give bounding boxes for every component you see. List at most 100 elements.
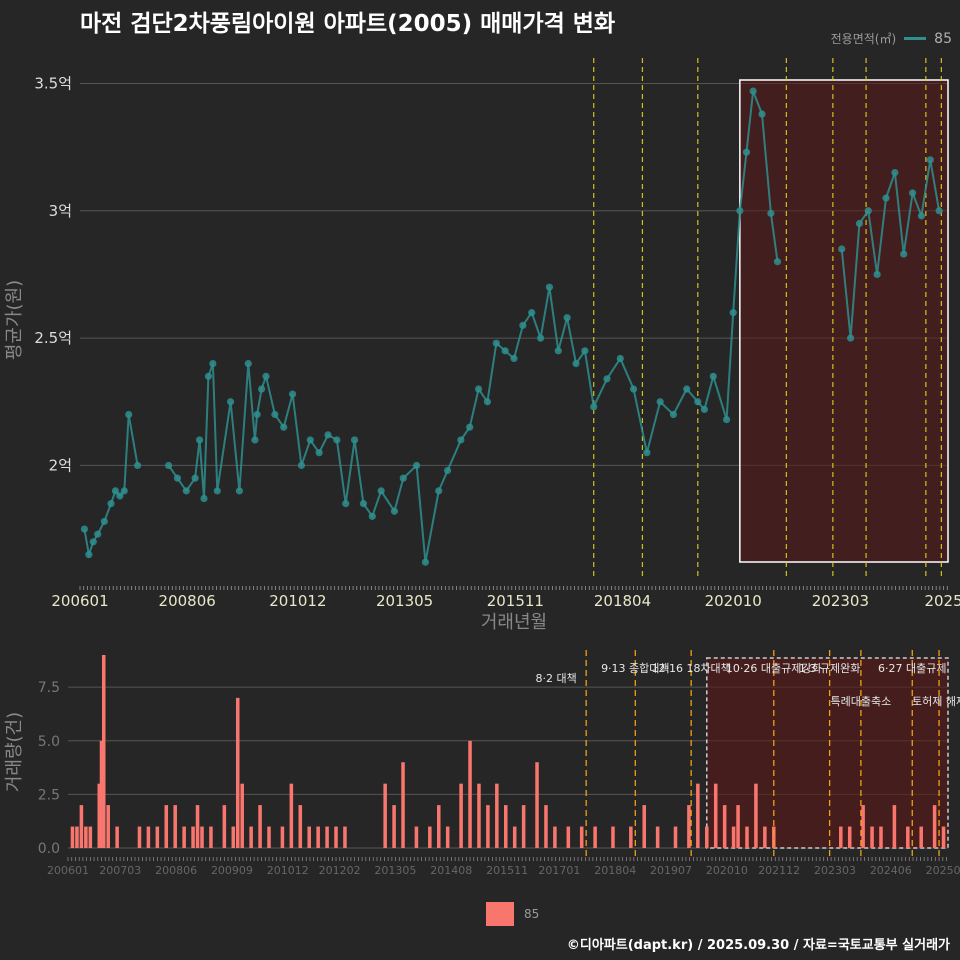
volume-bar [79,805,84,848]
volume-bar [173,805,177,848]
volume-bar [593,826,597,848]
volume-bar [713,783,718,848]
bottom-x-tick-label: 201804 [594,864,636,877]
top-y-axis-title: 평균가(원) [4,280,25,360]
volume-bar [919,826,923,848]
bottom-x-tick-label: 201305 [374,864,416,877]
volume-bar [231,826,236,848]
price-point [107,500,115,508]
bottom-x-tick-label: 200806 [155,864,197,877]
price-point [891,168,899,177]
price-point [864,207,872,215]
price-point [280,423,288,431]
volume-bar [932,805,937,848]
bottom-x-tick-label: 201408 [430,864,472,877]
volume-bar [195,805,200,848]
price-point [133,461,142,470]
volume-bar [280,826,285,848]
volume-bar [544,805,548,848]
price-point [253,410,261,419]
volume-bar [325,826,329,848]
legend-top: 전용면적(㎡) 85 [831,30,952,47]
price-point [873,270,881,279]
bottom-y-tick-label: 2.5 [38,787,60,803]
volume-bar [383,783,387,848]
price-point [315,449,323,457]
price-point [235,487,244,495]
volume-bar [106,805,110,848]
price-point [855,219,864,228]
price-point [709,372,717,380]
volume-bar [164,805,169,848]
price-point [262,372,270,380]
bottom-x-tick-label: 201511 [486,864,528,877]
price-point [581,347,589,355]
volume-bar [182,826,186,848]
price-point [85,550,93,559]
top-x-tick-label: 200601 [51,592,108,610]
volume-bar [222,805,227,848]
policy-event-label: 9·13 종합대책 [601,662,669,675]
volume-bar [445,826,450,848]
price-point [616,354,624,363]
policy-event-label: 6·27 대출규제 [878,662,946,675]
volume-bar [754,783,758,848]
bottom-x-tick-label: 201907 [650,864,692,877]
price-point [244,359,252,368]
price-point [882,194,890,202]
price-point [563,314,571,322]
bottom-x-tick-label: 202303 [814,864,856,877]
top-y-tick-label: 2억 [49,456,72,474]
price-point [528,309,536,317]
volume-bar [84,826,88,848]
price-point [572,359,580,368]
price-point [390,507,399,515]
volume-bar [97,783,102,848]
legend-title: 전용면적(㎡) [830,32,897,46]
volume-bar [414,826,419,848]
price-point [629,385,638,393]
volume-bar [191,826,195,848]
policy-event-label: 12·16 18차대책 [651,662,730,675]
bottom-x-tick-label: 200601 [47,864,89,877]
bottom-y-tick-label: 5.0 [38,734,60,750]
price-point [749,87,757,95]
policy-event-label: 특례대출축소 [831,695,892,708]
volume-bar [258,805,262,848]
price-point [669,410,678,419]
volume-bar [512,826,517,848]
volume-bar [436,805,441,848]
volume-bar [611,826,615,848]
price-point [722,415,731,424]
top-highlight-box [739,79,949,563]
legend-bottom: 85 [486,902,539,926]
price-point [926,156,934,164]
price-point [251,436,259,444]
volume-bar [696,783,700,848]
price-point [483,398,492,406]
price-point [399,474,407,482]
volume-bar [75,826,79,848]
volume-bar [892,805,897,848]
bottom-x-tick-label: 201012 [267,864,309,877]
volume-bar [722,805,727,848]
price-point [846,334,855,342]
top-y-tick-label: 3.5억 [34,74,72,92]
price-point [917,212,926,220]
price-point [554,347,562,355]
volume-bar [731,826,736,848]
volume-bar [879,826,883,848]
price-point [700,405,709,413]
price-point [200,494,208,503]
price-point [435,487,443,495]
volume-bar [553,826,557,848]
price-point [226,398,235,406]
price-point [89,538,97,546]
legend-line-swatch [904,37,927,40]
volume-bar [334,826,338,848]
top-x-tick-label: 201511 [487,592,544,610]
top-x-axis-title: 거래년월 [481,612,547,633]
top-x-tick-label: 201305 [376,592,433,610]
volume-bar [579,826,584,848]
